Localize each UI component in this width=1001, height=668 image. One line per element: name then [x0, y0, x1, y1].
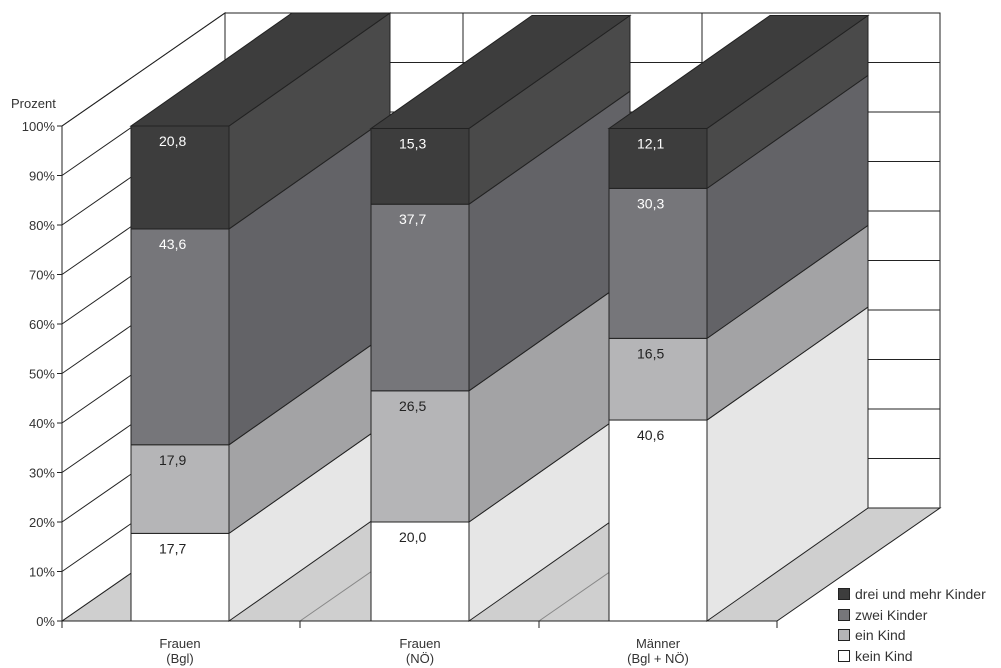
- bar-stack: 40,6 16,5 30,3 12,1: [607, 14, 870, 622]
- y-tick-label: 50%: [29, 367, 55, 382]
- y-tick-label: 20%: [29, 515, 55, 530]
- legend-item: ein Kind: [838, 625, 986, 646]
- bar-segment: [370, 127, 470, 205]
- legend-item: kein Kind: [838, 646, 986, 667]
- x-tick-label: Männer: [636, 636, 681, 651]
- x-tick-label-line2: (NÖ): [406, 651, 434, 666]
- x-axis: Frauen(Bgl)Frauen(NÖ)Männer(Bgl + NÖ): [61, 620, 778, 666]
- data-label: 40,6: [637, 427, 664, 443]
- data-label: 20,0: [399, 529, 426, 545]
- data-label: 26,5: [399, 398, 426, 414]
- legend-label: zwei Kinder: [855, 606, 928, 623]
- legend-item: zwei Kinder: [838, 605, 986, 626]
- bar-stack: 20,0 26,5 37,7 15,3: [369, 14, 632, 622]
- bar-segment: [608, 127, 708, 189]
- y-axis-title: Prozent: [11, 96, 56, 111]
- legend-label: kein Kind: [855, 647, 913, 664]
- y-tick-label: 10%: [29, 565, 55, 580]
- data-label: 17,7: [159, 540, 186, 556]
- data-label: 37,7: [399, 211, 426, 227]
- bar-segment: [130, 228, 230, 446]
- bar-segment: [608, 187, 708, 339]
- data-label: 43,6: [159, 236, 186, 252]
- bar-segment: [130, 444, 230, 534]
- y-tick-label: 90%: [29, 169, 55, 184]
- data-label: 17,9: [159, 452, 186, 468]
- bar-segment: [130, 532, 230, 622]
- bar-segment: [608, 419, 708, 622]
- x-tick-label-line2: (Bgl): [166, 651, 193, 666]
- y-axis: 0% 10% 20% 30% 40% 50% 60% 70% 80% 90% 100%: [22, 119, 63, 629]
- legend-label: drei und mehr Kinder: [855, 586, 986, 603]
- y-tick-label: 0%: [36, 614, 55, 629]
- y-tick-label: 40%: [29, 416, 55, 431]
- bar-segment: [608, 337, 708, 421]
- bar-segment: [370, 203, 470, 392]
- bar-segment: [370, 390, 470, 523]
- data-label: 16,5: [637, 345, 664, 361]
- data-label: 20,8: [159, 133, 186, 149]
- legend-swatch: [838, 629, 850, 642]
- bar-stack: 17,7 17,9 43,6 20,8: [129, 12, 392, 622]
- x-tick-label: Frauen: [399, 636, 440, 651]
- data-label: 12,1: [637, 135, 664, 151]
- data-label: 30,3: [637, 195, 664, 211]
- y-tick-label: 30%: [29, 466, 55, 481]
- x-tick-label-line2: (Bgl + NÖ): [627, 651, 689, 666]
- legend-swatch: [838, 588, 850, 601]
- y-tick-label: 70%: [29, 268, 55, 283]
- bars: 17,7 17,9 43,6 20,8 20,0 26,5 37,7 15,3 40,6 16,5…: [129, 12, 870, 622]
- legend-item: drei und mehr Kinder: [838, 584, 986, 605]
- legend: drei und mehr Kinder zwei Kinder ein Kind k…: [838, 584, 986, 666]
- y-tick-label: 100%: [22, 119, 56, 134]
- legend-label: ein Kind: [855, 627, 906, 644]
- legend-swatch: [838, 608, 850, 621]
- data-label: 15,3: [399, 135, 426, 151]
- y-tick-label: 80%: [29, 218, 55, 233]
- legend-swatch: [838, 649, 850, 662]
- x-tick-label: Frauen: [159, 636, 200, 651]
- bar-segment: [370, 521, 470, 622]
- y-tick-label: 60%: [29, 317, 55, 332]
- bar-segment: [130, 125, 230, 230]
